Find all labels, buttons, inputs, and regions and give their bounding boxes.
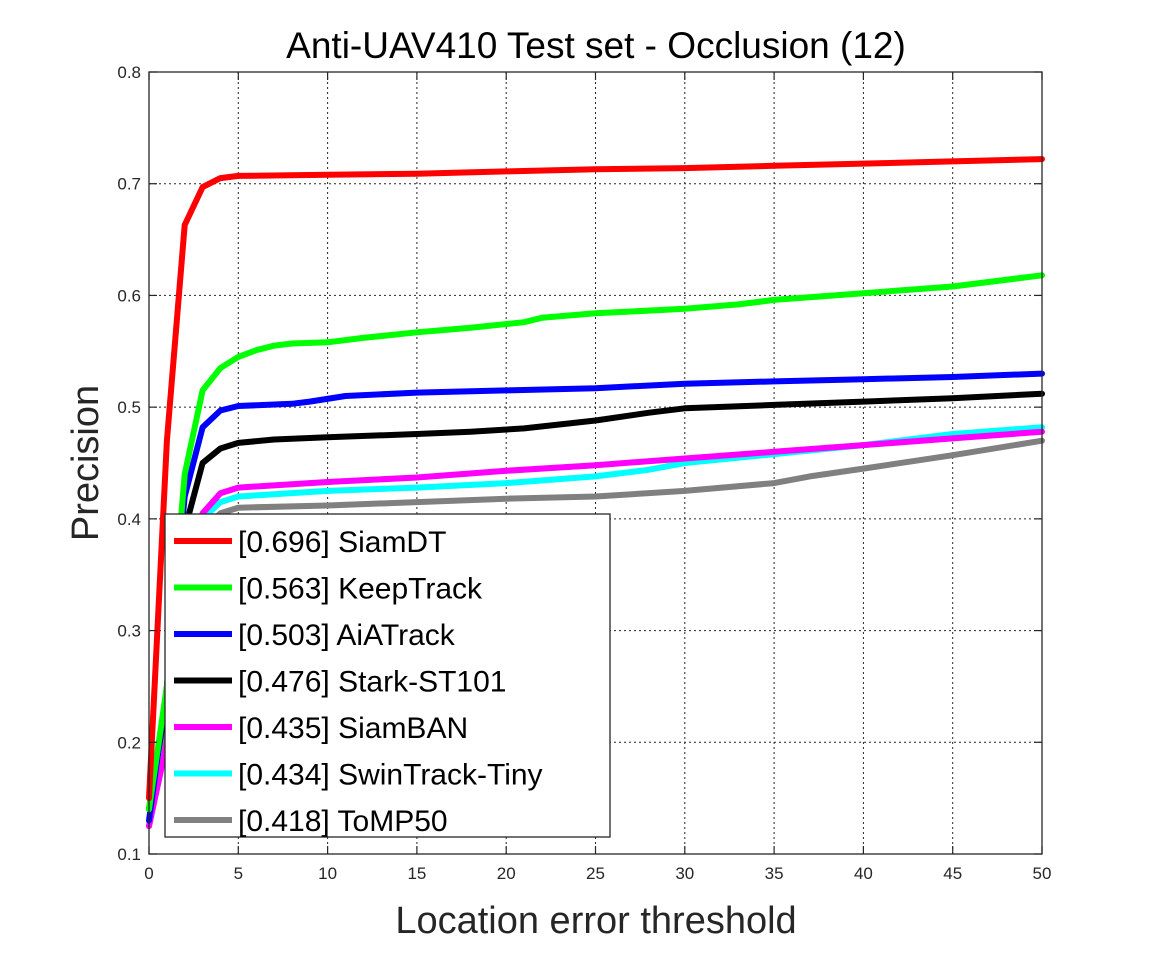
y-tick-label: 0.1 [117,845,141,864]
y-tick-label: 0.6 [117,286,141,305]
x-tick-label: 50 [1033,864,1052,883]
x-tick-label: 30 [675,864,694,883]
chart-title: Anti-UAV410 Test set - Occlusion (12) [286,25,906,66]
x-axis-title: Location error threshold [395,900,796,942]
x-tick-label: 25 [586,864,605,883]
y-tick-label: 0.4 [117,510,141,529]
legend-label: [0.435] SiamBAN [238,712,468,745]
x-tick-label: 45 [943,864,962,883]
legend-label: [0.434] SwinTrack-Tiny [238,759,543,792]
legend-label: [0.418] ToMP50 [238,805,448,838]
legend-label: [0.503] AiATrack [238,619,456,652]
y-axis-ticks: 0.1 0.2 0.3 0.4 0.5 0.6 0.7 0.8 [117,63,1042,864]
x-tick-label: 40 [854,864,873,883]
x-tick-label: 5 [234,864,243,883]
legend-label: [0.563] KeepTrack [238,573,483,606]
x-axis-ticks: 0 5 10 15 20 25 30 35 40 45 50 [144,72,1051,883]
legend-label: [0.476] Stark-ST101 [238,666,506,699]
y-tick-label: 0.7 [117,175,141,194]
x-tick-label: 0 [144,864,153,883]
x-tick-label: 35 [765,864,784,883]
series-line [146,390,1045,813]
legend: [0.696] SiamDT [0.563] KeepTrack [0.503] A… [164,513,611,838]
series-line [146,370,1045,824]
y-tick-label: 0.5 [117,398,141,417]
x-tick-label: 10 [318,864,337,883]
x-tick-label: 15 [407,864,426,883]
x-tick-label: 20 [497,864,516,883]
y-tick-label: 0.2 [117,733,141,752]
y-axis-title: Precision [65,385,107,541]
y-tick-label: 0.3 [117,622,141,641]
series-line [146,272,1045,813]
y-tick-label: 0.8 [117,63,141,82]
series-line [146,156,1045,802]
legend-label: [0.696] SiamDT [238,526,446,559]
legend-box [164,513,611,838]
